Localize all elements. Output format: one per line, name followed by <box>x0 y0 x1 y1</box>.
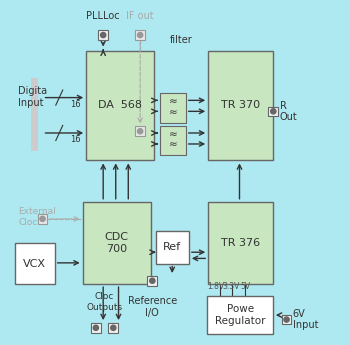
Text: External
Cloc: External Cloc <box>18 207 56 227</box>
Circle shape <box>100 32 106 38</box>
Text: Powe
Regulator: Powe Regulator <box>215 304 265 326</box>
Text: TR 370: TR 370 <box>221 100 260 110</box>
Text: IF out: IF out <box>126 11 154 21</box>
Circle shape <box>93 325 98 331</box>
Text: R
Out: R Out <box>280 100 298 122</box>
Circle shape <box>111 325 116 331</box>
Text: 16: 16 <box>70 135 81 144</box>
Bar <box>108 323 118 333</box>
Text: ≈: ≈ <box>169 139 177 149</box>
Circle shape <box>284 317 289 322</box>
Bar <box>83 202 150 284</box>
Text: ≈: ≈ <box>169 129 177 139</box>
Bar <box>38 214 47 224</box>
Bar <box>282 315 292 324</box>
Bar <box>160 126 186 155</box>
Text: Cloc
Outputs: Cloc Outputs <box>86 292 122 312</box>
Text: TR 376: TR 376 <box>221 238 260 248</box>
Bar <box>135 127 145 136</box>
Text: ≈: ≈ <box>169 96 177 106</box>
Text: Digita
Input: Digita Input <box>18 86 47 108</box>
Bar <box>91 323 101 333</box>
Bar <box>160 93 186 123</box>
Bar <box>98 30 108 40</box>
Bar <box>15 243 55 284</box>
Bar <box>208 50 273 160</box>
Bar <box>135 30 145 40</box>
Text: 16: 16 <box>70 100 81 109</box>
Text: filter: filter <box>170 36 193 45</box>
Bar <box>268 107 278 116</box>
Bar <box>86 50 154 160</box>
Bar <box>156 231 189 264</box>
Text: DA  568: DA 568 <box>98 100 142 110</box>
Text: ≈: ≈ <box>169 107 177 117</box>
Text: Ref: Ref <box>163 242 181 252</box>
Text: 5V: 5V <box>240 282 251 291</box>
Text: PLLLoc: PLLLoc <box>86 11 120 21</box>
Bar <box>208 296 273 334</box>
Text: 3.3V: 3.3V <box>222 282 239 291</box>
Text: 6V
Input: 6V Input <box>293 309 318 331</box>
Text: CDC
700: CDC 700 <box>105 232 128 254</box>
Circle shape <box>138 129 143 134</box>
Text: Reference
I/O: Reference I/O <box>128 296 177 318</box>
Bar <box>147 276 157 286</box>
Circle shape <box>40 216 45 221</box>
Circle shape <box>150 278 155 283</box>
Circle shape <box>271 109 276 114</box>
Bar <box>208 202 273 284</box>
Text: VCX: VCX <box>23 258 46 268</box>
Circle shape <box>138 32 143 38</box>
Text: 1.8V: 1.8V <box>207 282 224 291</box>
